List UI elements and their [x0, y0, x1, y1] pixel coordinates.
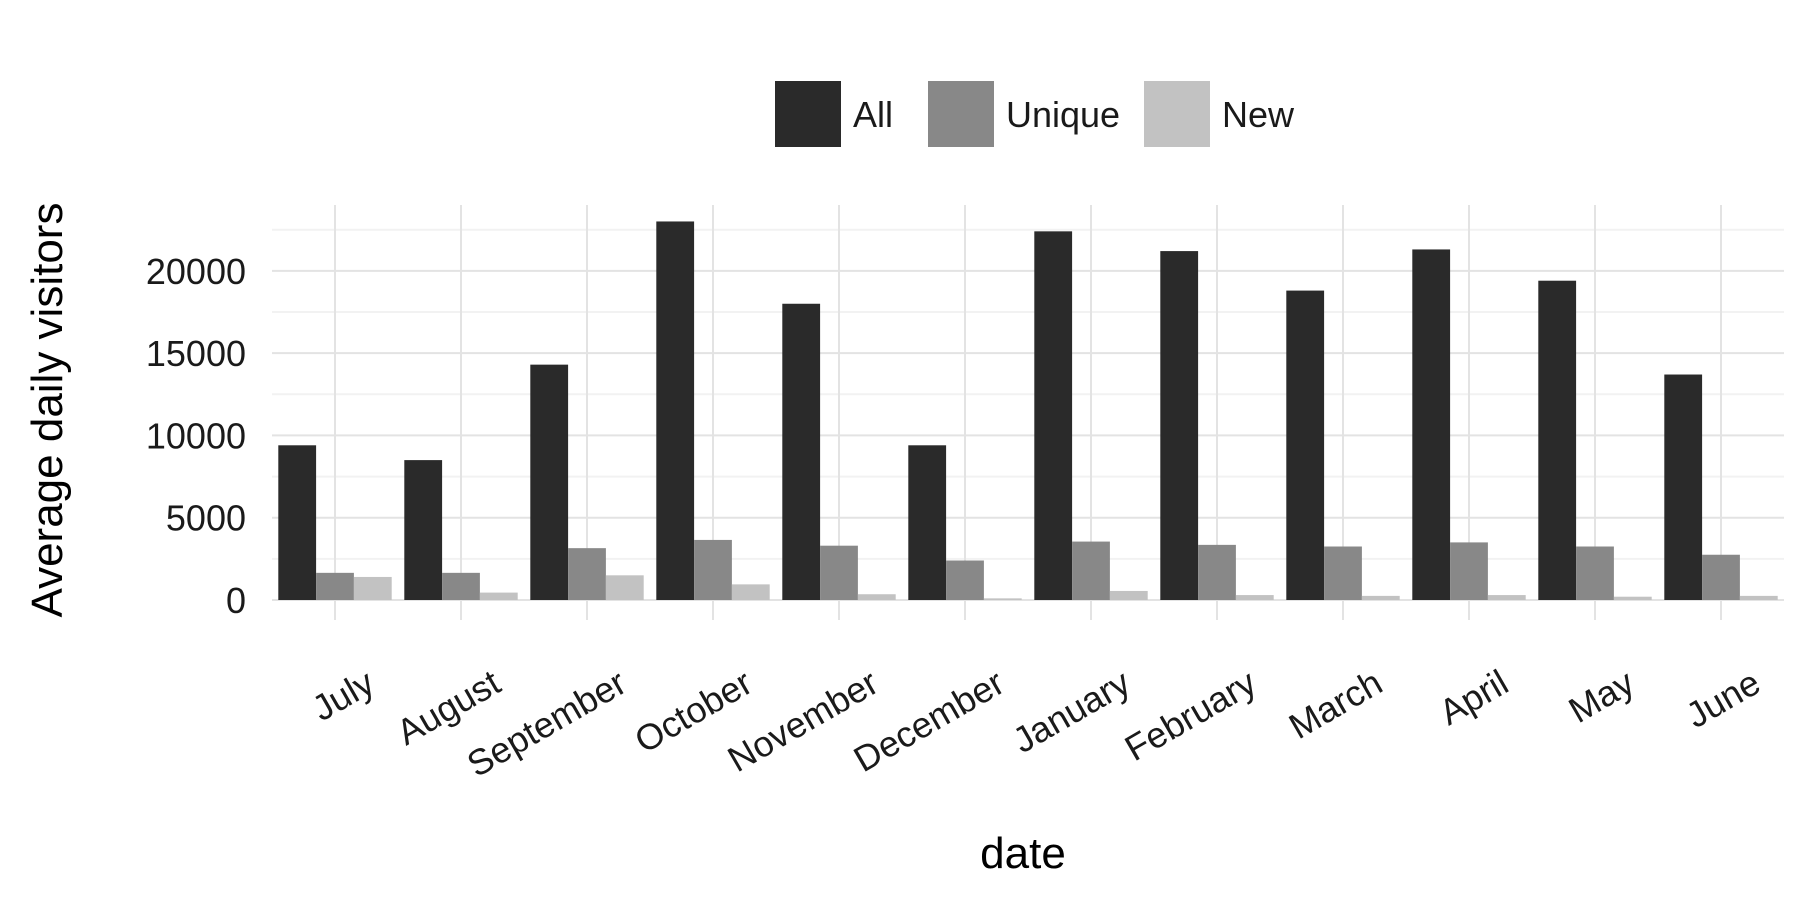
- bar-new-september: [605, 575, 644, 600]
- bar-all-february: [1160, 251, 1199, 601]
- y-tick-label: 10000: [146, 415, 246, 456]
- x-tick-label: April: [1432, 661, 1515, 733]
- x-tick-label: May: [1562, 661, 1641, 731]
- y-tick-label: 15000: [146, 333, 246, 374]
- bar-unique-may: [1576, 546, 1614, 600]
- bar-all-march: [1286, 290, 1325, 600]
- bar-all-april: [1412, 249, 1451, 600]
- bar-unique-december: [946, 560, 984, 600]
- bar-new-december: [983, 598, 1022, 600]
- bar-all-november: [782, 303, 821, 600]
- bar-new-may: [1613, 596, 1652, 600]
- legend-swatch-unique: [928, 81, 994, 147]
- legend-label-all: All: [853, 94, 893, 135]
- bar-all-august: [404, 460, 443, 600]
- bar-new-august: [479, 592, 518, 600]
- x-tick-label: February: [1118, 661, 1263, 769]
- bar-new-october: [731, 584, 770, 600]
- legend: All Unique New: [775, 81, 1295, 147]
- legend-label-new: New: [1222, 94, 1295, 135]
- bar-unique-march: [1324, 546, 1362, 600]
- bar-all-september: [530, 364, 569, 600]
- bar-unique-january: [1072, 541, 1110, 600]
- bar-all-december: [908, 445, 947, 600]
- x-axis-ticks: July AugustSeptemberOctoberNovemberDecemb…: [305, 661, 1767, 785]
- bar-unique-february: [1198, 544, 1236, 600]
- bar-new-april: [1487, 595, 1526, 600]
- bar-unique-october: [694, 539, 732, 600]
- y-axis-title: Average daily visitors: [23, 203, 72, 618]
- y-tick-label: 0: [226, 580, 246, 621]
- bar-unique-november: [820, 545, 858, 600]
- bar-new-january: [1109, 590, 1148, 600]
- bar-new-november: [857, 594, 896, 600]
- bar-new-july: [353, 576, 392, 600]
- bar-all-october: [656, 221, 695, 601]
- x-tick-label: June: [1679, 661, 1767, 736]
- x-tick-label: January: [1006, 661, 1137, 761]
- x-tick-label: July: [305, 661, 381, 729]
- bar-unique-august: [442, 572, 480, 600]
- bar-unique-september: [568, 548, 606, 600]
- bar-new-june: [1739, 595, 1778, 600]
- bar-unique-july: [316, 572, 354, 600]
- bar-unique-april: [1450, 542, 1488, 600]
- x-axis-title: date: [980, 829, 1066, 878]
- legend-swatch-new: [1144, 81, 1210, 147]
- bar-new-february: [1235, 595, 1274, 600]
- bar-all-may: [1538, 280, 1577, 600]
- y-tick-label: 20000: [146, 251, 246, 292]
- bar-all-july: [278, 445, 317, 600]
- bars: [278, 221, 1778, 601]
- bar-new-march: [1361, 595, 1400, 600]
- y-tick-label: 5000: [166, 498, 246, 539]
- bar-all-january: [1034, 231, 1073, 601]
- bar-unique-june: [1702, 554, 1740, 600]
- legend-swatch-all: [775, 81, 841, 147]
- legend-label-unique: Unique: [1006, 94, 1120, 135]
- y-axis-ticks: 0 5000 10000 15000 20000: [146, 251, 246, 621]
- x-tick-label: March: [1282, 661, 1389, 747]
- bar-all-june: [1664, 374, 1703, 600]
